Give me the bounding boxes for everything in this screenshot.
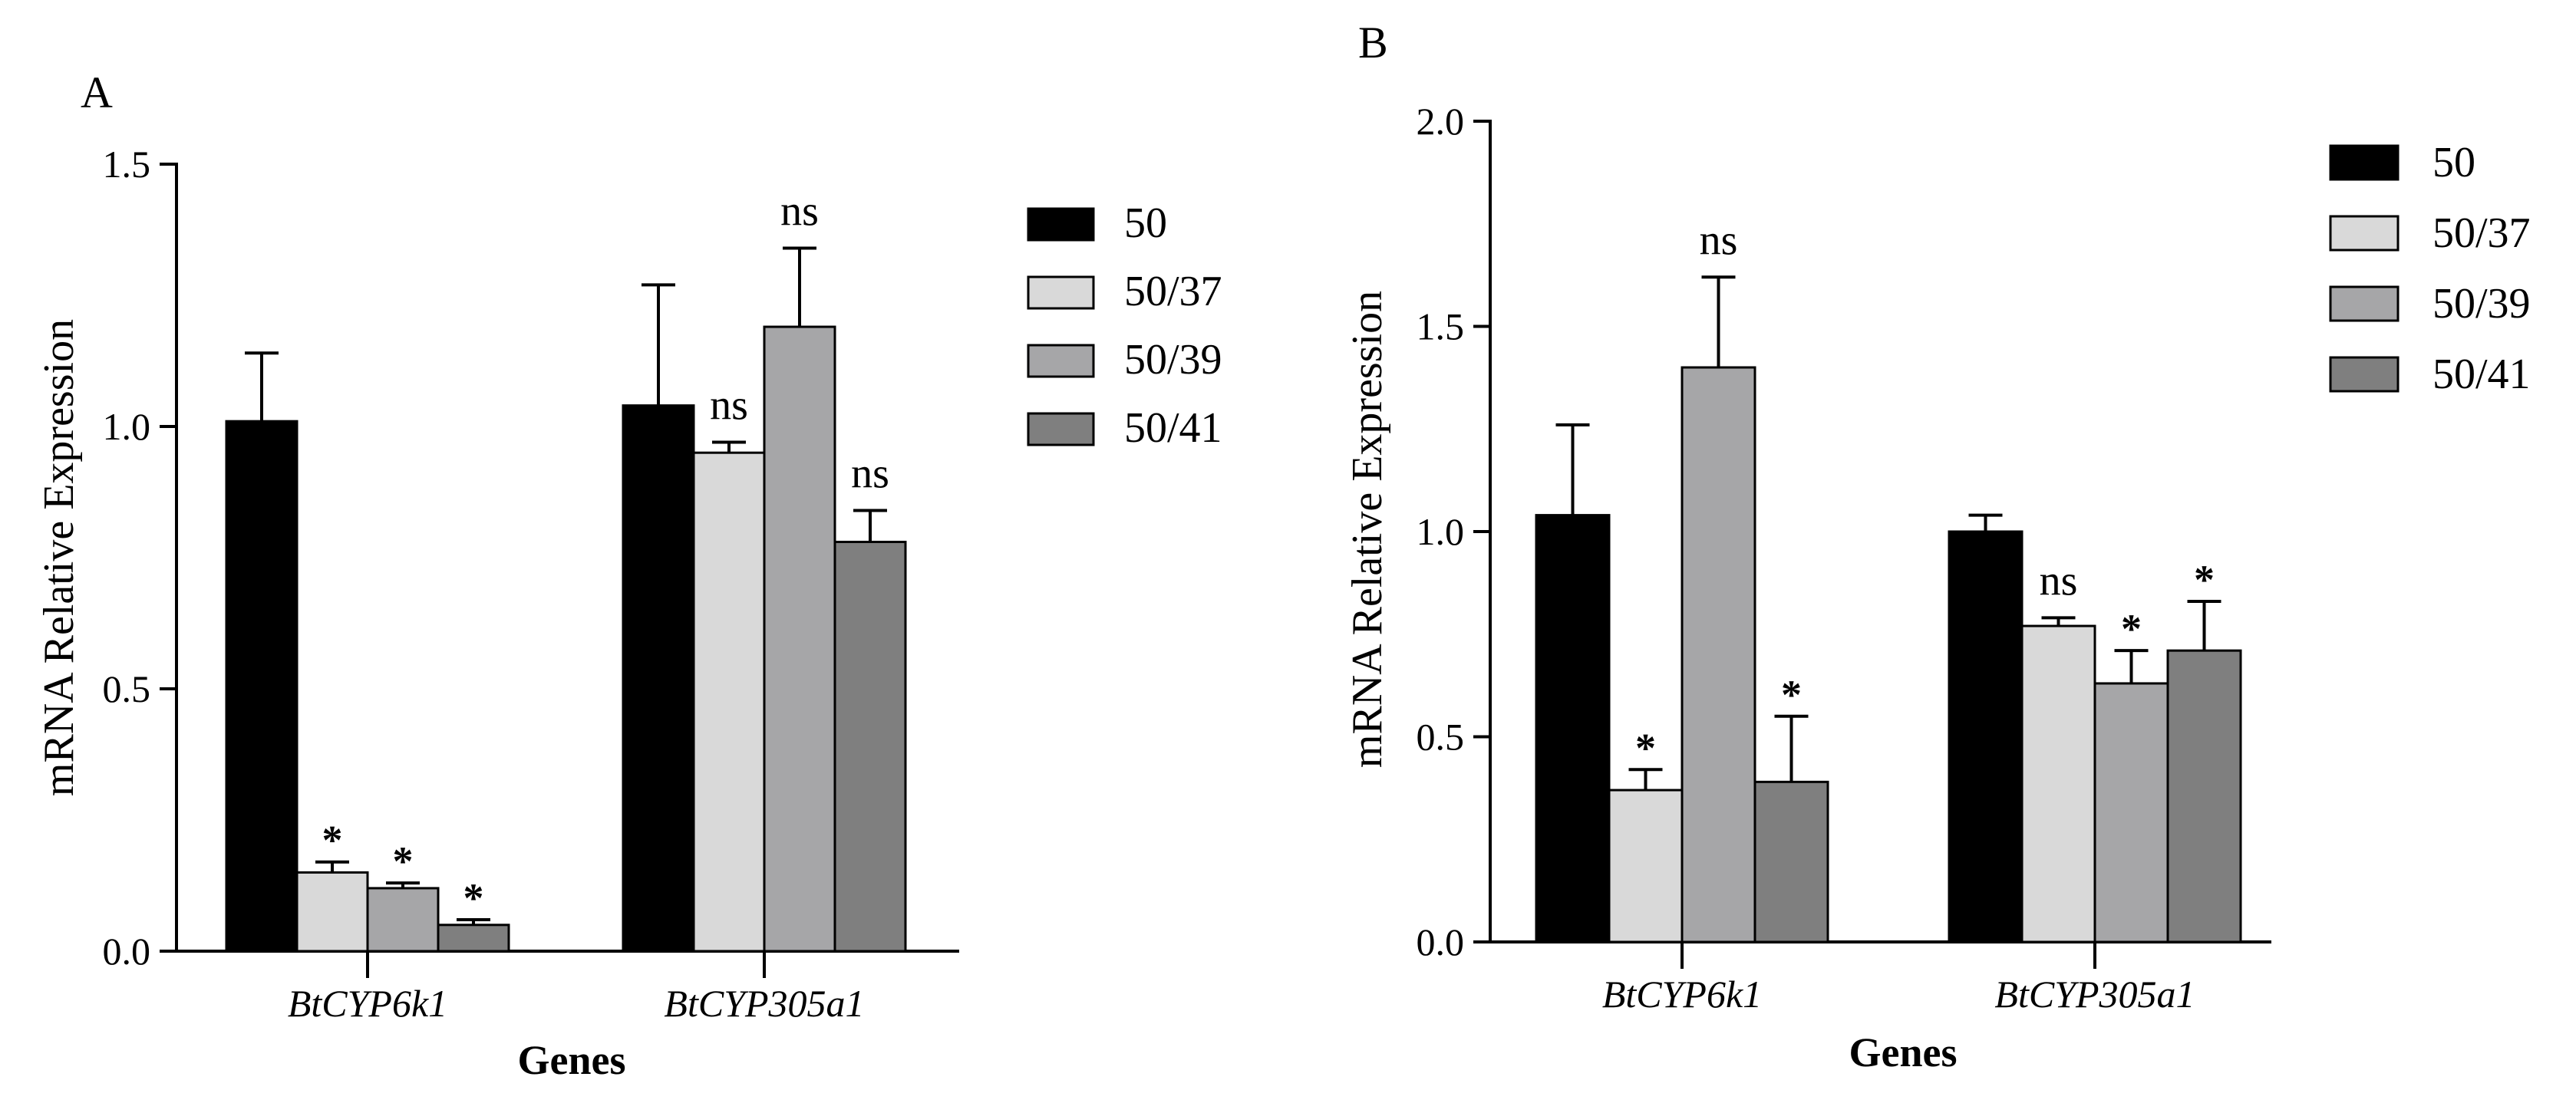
significance-label: * (2121, 606, 2142, 652)
legend-swatch (1027, 412, 1095, 446)
legend-label: 50/37 (1124, 268, 1222, 315)
x-tick-label: BtCYP6k1 (1602, 973, 1762, 1016)
legend: 50 50/37 50/39 50/41 (2329, 139, 2531, 398)
bar (1608, 789, 1684, 943)
legend-swatch (2329, 285, 2400, 322)
panel-letter: B (1358, 18, 1388, 68)
bar (1681, 366, 1756, 943)
legend-swatch (2329, 144, 2400, 181)
bar (2166, 649, 2242, 943)
bar (295, 871, 369, 953)
legend-label: 50 (1124, 199, 1167, 247)
legend-label: 50/39 (2433, 280, 2531, 328)
y-axis-title: mRNA Relative Expression (1344, 291, 1391, 768)
bar (437, 924, 510, 953)
x-tick-label: BtCYP6k1 (288, 982, 447, 1025)
bar (2020, 624, 2096, 943)
y-tick-label: 0.0 (103, 930, 151, 973)
bar (366, 887, 440, 953)
significance-label: ns (780, 187, 819, 235)
legend-swatch (1027, 275, 1095, 310)
legend-swatch (2329, 215, 2400, 252)
significance-label: ns (710, 382, 748, 430)
legend-label: 50/41 (2433, 351, 2531, 398)
y-axis-title: mRNA Relative Expression (35, 319, 83, 796)
y-tick-label: 2.0 (1417, 100, 1465, 143)
significance-label: * (2194, 557, 2215, 603)
y-tick-label: 0.5 (103, 667, 151, 710)
bar (622, 404, 695, 953)
legend-swatch (2329, 356, 2400, 393)
y-tick-label: 1.0 (103, 405, 151, 448)
y-tick-label: 0.0 (1417, 920, 1465, 963)
legend-label: 50/37 (2433, 209, 2531, 257)
bar (2093, 682, 2169, 943)
y-tick-label: 1.5 (103, 143, 151, 186)
significance-label: * (1781, 672, 1802, 718)
legend-label: 50 (2433, 139, 2475, 186)
bar (1535, 514, 1611, 943)
legend: 50 50/37 50/39 50/41 (1027, 199, 1222, 452)
legend-swatch (1027, 207, 1095, 242)
significance-label: * (1635, 725, 1656, 771)
bar (833, 540, 907, 953)
x-tick-label: BtCYP305a1 (664, 982, 864, 1025)
bar (763, 325, 836, 953)
significance-label: * (322, 818, 343, 864)
panel-letter: A (81, 68, 113, 117)
significance-label: * (393, 838, 414, 884)
legend-label: 50/39 (1124, 336, 1222, 384)
x-axis-title: Genes (1849, 1029, 1958, 1075)
bar (1948, 530, 2024, 943)
y-tick-label: 0.5 (1417, 716, 1465, 759)
legend-swatch (1027, 344, 1095, 378)
legend-label: 50/41 (1124, 404, 1222, 452)
significance-label: ns (1700, 216, 1738, 264)
panel-a: A 0.0 0.5 1.0 1.5 mRNA Relative Expression BtC… (35, 68, 1222, 1083)
bar (692, 451, 766, 953)
significance-label: ns (2040, 557, 2078, 604)
y-tick-label: 1.0 (1417, 510, 1465, 553)
bar (1753, 780, 1829, 943)
panel-b: B 0.0 0.5 1.0 1.5 2.0 mRNA Relative Expression… (1344, 18, 2531, 1075)
significance-label: * (463, 875, 484, 921)
bar (225, 420, 298, 953)
y-tick-label: 1.5 (1417, 305, 1465, 348)
significance-label: ns (851, 449, 889, 497)
x-tick-label: BtCYP305a1 (1994, 973, 2195, 1016)
x-axis-title: Genes (518, 1037, 626, 1083)
